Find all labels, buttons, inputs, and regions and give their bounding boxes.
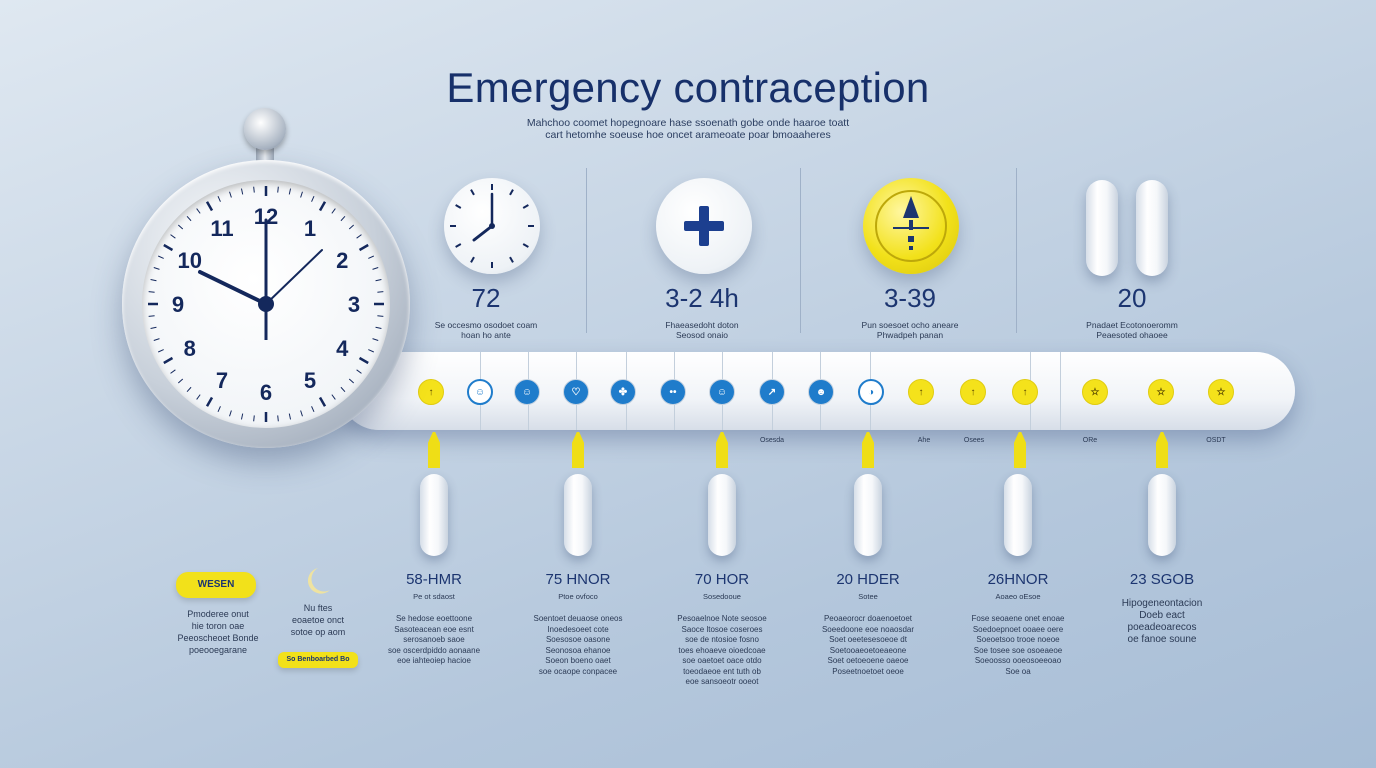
clock-number-4: 4 xyxy=(336,336,349,361)
timeline-tick-icon: ☆ xyxy=(1208,379,1234,405)
pill-icon xyxy=(564,474,592,556)
page-title: Emergency contraception xyxy=(446,64,930,111)
yellow-marker xyxy=(1014,432,1026,468)
step-caption: hoan ho ante xyxy=(461,330,511,340)
dose-description: Peoaeorocr doaenoetoet Soeedoone eoe noao… xyxy=(821,614,915,676)
dose-label: 20 HDER xyxy=(836,571,900,588)
pill-icon xyxy=(420,474,448,556)
column-divider xyxy=(586,168,587,333)
dose-label: 70 HOR xyxy=(694,571,750,588)
left-text: Pmoderee onut hie toron oae Peeoscheoet Bo… xyxy=(177,609,259,655)
dose-sublabel: Sotee xyxy=(858,592,878,601)
moon-badge: So Benboarbed Bo xyxy=(278,652,358,668)
timeline-tick-icon: ◑ xyxy=(858,379,884,405)
pill-icon xyxy=(1086,180,1118,276)
step-caption: Pnadaet Ecotonoeromm xyxy=(1086,320,1178,330)
yellow-marker xyxy=(428,432,440,468)
clock-crown xyxy=(244,108,286,150)
dose-sublabel: Ptoe ovfoco xyxy=(558,592,598,601)
timeline-tick-icon: ↗ xyxy=(759,379,785,405)
clock-number-10: 10 xyxy=(178,248,202,273)
clock-hour-hand xyxy=(198,270,268,306)
yellow-marker xyxy=(716,432,728,468)
pill-icon xyxy=(1136,180,1168,276)
pill-icon xyxy=(1148,474,1176,556)
timeline-tick-icon: •• xyxy=(660,379,686,405)
timeline-tick-icon: ✤ xyxy=(610,379,636,405)
clock-number-8: 8 xyxy=(184,336,196,361)
clock-face: 12 1 2 3 4 5 6 7 8 9 10 11 xyxy=(142,180,390,428)
dose-sublabel: Pe ot sdaost xyxy=(413,592,455,601)
column-divider xyxy=(800,168,801,333)
yellow-marker xyxy=(1156,432,1168,468)
clock-number-5: 5 xyxy=(304,368,316,393)
tick-note: Ahe xyxy=(917,437,931,444)
timeline-tick-icon: ♡ xyxy=(563,379,589,405)
step-caption: Pun soesoet ocho aneare xyxy=(861,320,959,330)
clock-center xyxy=(258,296,274,312)
pill-icon xyxy=(854,474,882,556)
dose-label: 23 SGOB xyxy=(1129,571,1195,588)
dose-description: Fose seoaene onet enoae Soedoepnoet ooaee… xyxy=(971,614,1065,676)
subtitle-line-1: Mahchoo coomet hopegnoare hase ssoenath … xyxy=(526,117,850,129)
clock-second-hand xyxy=(265,249,323,305)
plus-icon xyxy=(656,178,752,274)
dose-label: 58-HMR xyxy=(406,571,462,588)
moon-text: Nu ftes eoaetoe onct sotoe op aom xyxy=(290,603,346,637)
clock-number-2: 2 xyxy=(336,248,348,273)
dose-description: Se hedose eoettoone Sasoteacean eoe esnt s… xyxy=(387,614,481,665)
clock-number-7: 7 xyxy=(216,368,228,393)
pill-icon xyxy=(708,474,736,556)
subtitle-line-2: cart hetomhe soeuse hoe oncet arameoate … xyxy=(545,129,831,141)
step-number: 3-39 xyxy=(883,283,937,313)
timeline-tick-icon: ☆ xyxy=(1148,379,1174,405)
tick-note: Osees xyxy=(963,437,985,444)
timeline-tick-icon: ☆ xyxy=(1082,379,1108,405)
step-caption: Se occesmo osodoet coam xyxy=(434,320,538,330)
timeline-tick-icon: ☺ xyxy=(514,379,540,405)
clock-number-6: 6 xyxy=(260,380,272,405)
clock-number-9: 9 xyxy=(172,292,184,317)
moon-icon xyxy=(307,566,332,596)
timeline-tick-icon: ↑ xyxy=(960,379,986,405)
tick-note: OSDT xyxy=(1206,437,1226,444)
left-badge: WESEN xyxy=(176,572,256,598)
dose-sublabel: Aoaeo oEsoe xyxy=(995,592,1041,601)
yellow-marker xyxy=(862,432,874,468)
dose-description: Hipogeneontacion Doeb eact poeadeoarecos oe… xyxy=(1121,598,1203,645)
step-caption: Peaesoted ohaoee xyxy=(1096,330,1168,340)
step-caption: Fhaeasedoht doton xyxy=(665,320,739,330)
timeline-tick-icon: ↑ xyxy=(418,379,444,405)
alarm-clock-icon: 12 1 2 3 4 5 6 7 8 9 10 11 xyxy=(122,160,410,448)
warning-icon xyxy=(863,178,959,274)
clock-number-1: 1 xyxy=(304,216,316,241)
yellow-marker xyxy=(572,432,584,468)
timeline-tick-icon: ↑ xyxy=(908,379,934,405)
step-caption: Seosod onaio xyxy=(676,330,728,340)
timeline-tick-icon: ☺ xyxy=(709,379,735,405)
step-number: 20 xyxy=(1117,283,1147,313)
pill-icon xyxy=(1004,474,1032,556)
timeline-tick-icon: ↑ xyxy=(1012,379,1038,405)
step-caption: Phwadpeh panan xyxy=(876,330,944,340)
dose-description: Soentoet deuaose oneos Inoedesoeet cote So… xyxy=(533,614,623,676)
dose-label: 26HNOR xyxy=(987,571,1049,588)
step-number: 72 xyxy=(471,283,501,313)
clock-number-11: 11 xyxy=(210,216,233,241)
dose-sublabel: Sosedooue xyxy=(703,592,741,601)
timeline-tick-icon: ☺ xyxy=(467,379,493,405)
timeline-tick-icon: ☻ xyxy=(808,379,834,405)
small-clock-icon xyxy=(444,178,540,274)
tick-note: Osesda xyxy=(759,437,785,444)
column-divider xyxy=(1016,168,1017,333)
tick-note: ORe xyxy=(1082,437,1098,444)
dose-label: 75 HNOR xyxy=(545,571,611,588)
clock-number-3: 3 xyxy=(348,292,360,317)
dose-description: Pesoaelnoe Note seosoe Saoce ltosoe coser… xyxy=(677,614,767,686)
step-number: 3-2 4h xyxy=(665,283,739,313)
